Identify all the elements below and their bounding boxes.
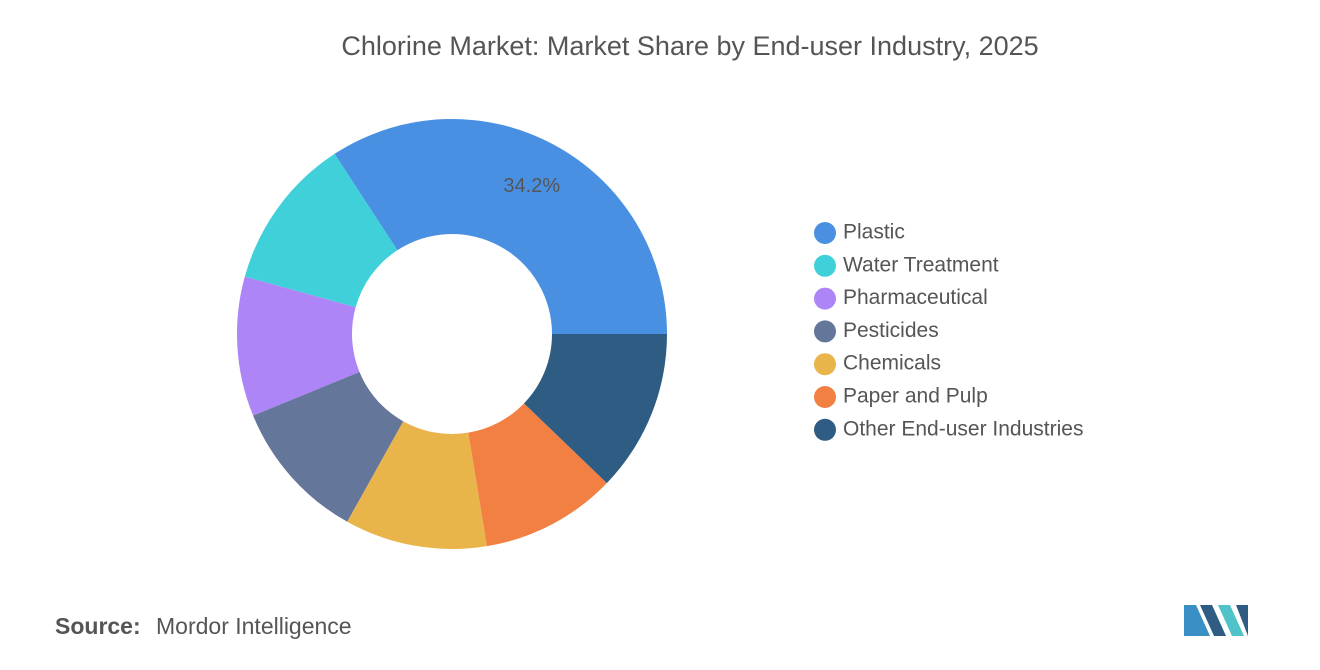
slice: [524, 334, 667, 484]
legend-label: Pesticides: [843, 319, 939, 342]
data-label: 34.2%: [503, 175, 560, 197]
chart-title: Chlorine Market: Market Share by End-use…: [341, 31, 1038, 61]
legend-swatch: [814, 418, 836, 441]
slice: [253, 371, 404, 522]
slice: [236, 276, 360, 416]
legend-swatch: [814, 320, 836, 343]
source-label: Source:: [55, 613, 141, 639]
legend-swatch: [814, 254, 836, 277]
legend-label: Water Treatment: [843, 253, 999, 276]
legend-swatch: [814, 287, 836, 310]
legend-swatch: [814, 222, 836, 244]
slice: [468, 403, 607, 547]
legend-swatch: [814, 386, 836, 408]
legend-label: Other End-user Industries: [843, 417, 1083, 440]
slice: [347, 421, 487, 549]
logo: [1184, 605, 1248, 636]
legend-label: Plastic: [843, 221, 905, 244]
source: Mordor Intelligence: [156, 613, 352, 639]
legend-label: Pharmaceutical: [843, 286, 988, 309]
slice: [244, 153, 398, 308]
legend-label: Paper and Pulp: [843, 385, 988, 408]
slice: [334, 118, 667, 334]
legend-swatch: [814, 353, 836, 376]
legend-label: Chemicals: [843, 352, 941, 375]
